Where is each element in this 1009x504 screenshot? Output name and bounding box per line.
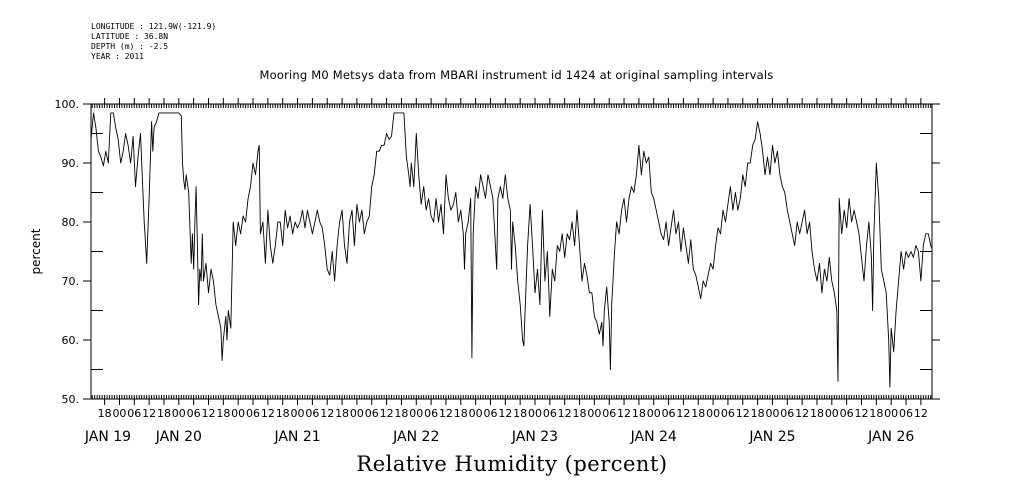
x-tick-label: 18 xyxy=(216,407,230,420)
day-label: JAN 22 xyxy=(392,429,439,445)
day-label: JAN 25 xyxy=(748,429,795,445)
y-axis-label: percent xyxy=(29,228,43,274)
x-tick-label: 00 xyxy=(884,407,898,420)
axis-ticks xyxy=(83,98,940,405)
x-tick-label: 00 xyxy=(112,407,126,420)
x-tick-label: 00 xyxy=(469,407,483,420)
x-tick-label: 12 xyxy=(201,407,215,420)
x-tick-label: 12 xyxy=(380,407,394,420)
x-tick-label: 12 xyxy=(855,407,869,420)
x-tick-label: 18 xyxy=(691,407,705,420)
humidity-series-line xyxy=(90,112,933,388)
x-tick-label: 12 xyxy=(558,407,572,420)
metadata-block: LONGITUDE : 121.9W(-121.9) LATITUDE : 36… xyxy=(91,22,216,62)
x-tick-label: 12 xyxy=(142,407,156,420)
x-tick-label: 06 xyxy=(365,407,379,420)
x-tick-label: 00 xyxy=(706,407,720,420)
x-tick-label: 00 xyxy=(409,407,423,420)
x-axis-label: Relative Humidity (percent) xyxy=(356,452,668,476)
x-tick-label: 00 xyxy=(647,407,661,420)
day-label: JAN 21 xyxy=(273,429,320,445)
x-tick-label: 18 xyxy=(276,407,290,420)
y-tick-label: 70. xyxy=(62,275,80,288)
x-tick-label: 00 xyxy=(231,407,245,420)
y-tick-label: 60. xyxy=(62,334,80,347)
x-tick-label: 06 xyxy=(246,407,260,420)
x-tick-label: 00 xyxy=(172,407,186,420)
x-tick-label: 12 xyxy=(439,407,453,420)
x-tick-label: 18 xyxy=(869,407,883,420)
x-tick-label: 12 xyxy=(320,407,334,420)
y-tick-label: 100. xyxy=(55,98,80,111)
x-tick-label: 06 xyxy=(662,407,676,420)
year-text: YEAR : 2011 xyxy=(91,52,144,61)
x-tick-label: 00 xyxy=(825,407,839,420)
x-tick-label: 18 xyxy=(98,407,112,420)
chart-title: Mooring M0 Metsys data from MBARI instru… xyxy=(259,68,774,82)
x-tick-label: 06 xyxy=(424,407,438,420)
day-label: JAN 23 xyxy=(511,429,558,445)
x-tick-label: 18 xyxy=(394,407,408,420)
x-tick-label: 12 xyxy=(736,407,750,420)
x-tick-label: 06 xyxy=(899,407,913,420)
day-label: JAN 20 xyxy=(155,429,202,445)
x-tick-label: 00 xyxy=(291,407,305,420)
x-tick-label: 00 xyxy=(587,407,601,420)
x-tick-label: 12 xyxy=(617,407,631,420)
x-tick-label: 06 xyxy=(187,407,201,420)
x-tick-label: 18 xyxy=(573,407,587,420)
y-tick-label: 90. xyxy=(62,157,80,170)
x-tick-label: 18 xyxy=(157,407,171,420)
x-tick-label: 18 xyxy=(454,407,468,420)
latitude-text: LATITUDE : 36.8N xyxy=(91,32,169,41)
axis-labels: 18 00 06 12 18 00 06 12 18 00 06 12 18 00 06 12 18 00 06 12… xyxy=(55,98,928,445)
x-tick-label: 06 xyxy=(483,407,497,420)
x-tick-label: 12 xyxy=(498,407,512,420)
x-tick-label: 06 xyxy=(721,407,735,420)
x-tick-label: 06 xyxy=(543,407,557,420)
x-tick-label: 18 xyxy=(632,407,646,420)
day-label: JAN 24 xyxy=(630,429,677,445)
x-tick-label: 06 xyxy=(602,407,616,420)
depth-text: DEPTH (m) : -2.5 xyxy=(91,42,169,51)
longitude-text: LONGITUDE : 121.9W(-121.9) xyxy=(91,22,217,31)
x-tick-label: 00 xyxy=(350,407,364,420)
x-tick-label: 06 xyxy=(840,407,854,420)
x-tick-label: 12 xyxy=(795,407,809,420)
day-label: JAN 26 xyxy=(867,429,914,445)
x-tick-label: 12 xyxy=(676,407,690,420)
x-tick-label: 06 xyxy=(305,407,319,420)
x-tick-label: 12 xyxy=(261,407,275,420)
x-tick-label: 18 xyxy=(751,407,765,420)
y-tick-label: 50. xyxy=(62,393,80,406)
x-tick-label: 00 xyxy=(528,407,542,420)
day-label: JAN 19 xyxy=(84,429,131,445)
x-tick-label: 06 xyxy=(780,407,794,420)
x-tick-label: 00 xyxy=(765,407,779,420)
x-tick-label: 18 xyxy=(810,407,824,420)
x-tick-label: 06 xyxy=(127,407,141,420)
x-tick-label: 18 xyxy=(335,407,349,420)
x-tick-label: 18 xyxy=(513,407,527,420)
y-tick-label: 80. xyxy=(62,216,80,229)
x-tick-label: 12 xyxy=(914,407,928,420)
